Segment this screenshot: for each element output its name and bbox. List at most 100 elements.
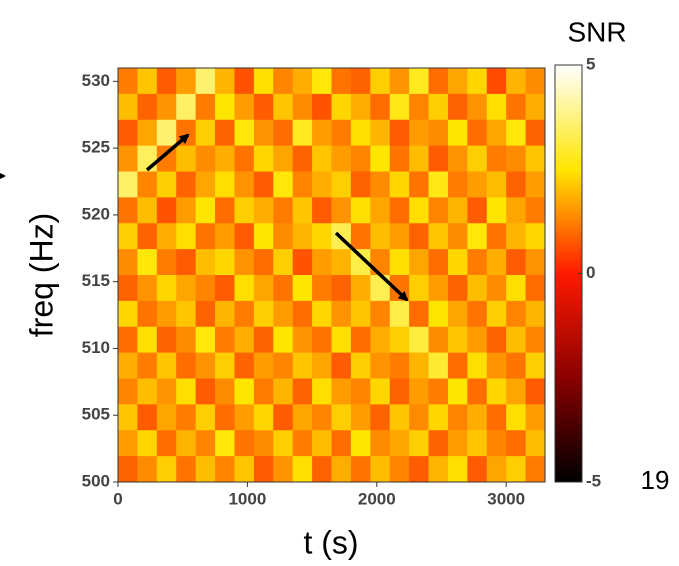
heatmap-cell bbox=[118, 378, 138, 405]
heatmap-cell bbox=[389, 404, 410, 431]
heatmap-cell bbox=[428, 223, 449, 250]
heatmap-cell bbox=[215, 300, 235, 328]
y-tick-label: 525 bbox=[82, 138, 110, 157]
heatmap-cell bbox=[428, 300, 449, 328]
heatmap-cell bbox=[156, 352, 177, 379]
heatmap-cell bbox=[234, 378, 255, 405]
heatmap-cell bbox=[506, 119, 527, 147]
heatmap-cell bbox=[118, 145, 138, 172]
heatmap-cell bbox=[525, 352, 546, 379]
heatmap-cell bbox=[215, 68, 235, 95]
heatmap-cell bbox=[273, 378, 294, 405]
heatmap-cell bbox=[292, 456, 313, 483]
heatmap-cell bbox=[176, 197, 197, 224]
heatmap-cell bbox=[215, 275, 235, 302]
heatmap-cell bbox=[428, 119, 449, 147]
heatmap-cell bbox=[253, 456, 274, 483]
heatmap-cell bbox=[156, 119, 177, 147]
heatmap-cell bbox=[156, 93, 177, 121]
heatmap-cell bbox=[195, 378, 216, 405]
heatmap-cell bbox=[273, 145, 294, 172]
heatmap-cell bbox=[525, 249, 546, 276]
heatmap-cell bbox=[331, 352, 352, 379]
heatmap-cell bbox=[273, 300, 294, 328]
heatmap-cell bbox=[215, 93, 235, 121]
heatmap-cell bbox=[137, 223, 158, 250]
heatmap-cell bbox=[118, 93, 138, 121]
heatmap-cell bbox=[350, 275, 371, 302]
heatmap-cell bbox=[253, 300, 274, 328]
heatmap-cell bbox=[234, 404, 255, 431]
heatmap-cell bbox=[292, 430, 313, 457]
heatmap-cell bbox=[506, 171, 527, 198]
heatmap-cell bbox=[409, 119, 430, 147]
heatmap-cell bbox=[118, 197, 138, 224]
heatmap-cell bbox=[525, 456, 546, 483]
heatmap-cell bbox=[486, 223, 507, 250]
heatmap-cell bbox=[428, 430, 449, 457]
heatmap-cell bbox=[312, 430, 332, 457]
heatmap-cell bbox=[292, 145, 313, 172]
heatmap-cell bbox=[428, 145, 449, 172]
plot-frame bbox=[117, 67, 546, 483]
colorbar-tick-label: 5 bbox=[586, 54, 595, 73]
heatmap-cell bbox=[447, 145, 468, 172]
heatmap-cell bbox=[467, 456, 488, 483]
heatmap-cell bbox=[486, 430, 507, 457]
heatmap-cell bbox=[156, 300, 177, 328]
heatmap-cell bbox=[370, 197, 391, 224]
heatmap-cell bbox=[525, 197, 546, 224]
heatmap-cell bbox=[350, 300, 371, 328]
heatmap-cell bbox=[195, 249, 216, 276]
heatmap-cell bbox=[312, 197, 332, 224]
heatmap-cell bbox=[292, 197, 313, 224]
heatmap-cell bbox=[525, 404, 546, 431]
heatmap-cell bbox=[234, 249, 255, 276]
heatmap-cell bbox=[428, 404, 449, 431]
heatmap-cell bbox=[486, 171, 507, 198]
heatmap-cell bbox=[389, 456, 410, 483]
heatmap-cell bbox=[292, 300, 313, 328]
heatmap-cell bbox=[273, 68, 294, 95]
heatmap-cell bbox=[467, 223, 488, 250]
heatmap-cell bbox=[370, 68, 391, 95]
heatmap-cell bbox=[156, 404, 177, 431]
heatmap-cell bbox=[486, 326, 507, 354]
heatmap-cell bbox=[234, 93, 255, 121]
heatmap-cell bbox=[234, 275, 255, 302]
heatmap-cell bbox=[486, 300, 507, 328]
heatmap-cell bbox=[137, 378, 158, 405]
heatmap-cell bbox=[409, 275, 430, 302]
heatmap-cell bbox=[234, 223, 255, 250]
heatmap-cell bbox=[156, 326, 177, 354]
heatmap-cell bbox=[234, 68, 255, 95]
heatmap-cell bbox=[118, 119, 138, 147]
heatmap-cell bbox=[118, 275, 138, 302]
heatmap-cell bbox=[331, 300, 352, 328]
heatmap-cell bbox=[176, 249, 197, 276]
heatmap-cell bbox=[176, 378, 197, 405]
heatmap-cell bbox=[312, 300, 332, 328]
heatmap-cell bbox=[486, 145, 507, 172]
heatmap-cell bbox=[273, 275, 294, 302]
heatmap-cell bbox=[292, 352, 313, 379]
heatmap-cell bbox=[176, 326, 197, 354]
heatmap-cell bbox=[467, 93, 488, 121]
heatmap-cell bbox=[350, 93, 371, 121]
heatmap-cell bbox=[312, 119, 332, 147]
heatmap-cell bbox=[525, 275, 546, 302]
heatmap-cell bbox=[137, 68, 158, 95]
heatmap-cell bbox=[428, 249, 449, 276]
heatmap-cell bbox=[331, 197, 352, 224]
heatmap-cell bbox=[292, 275, 313, 302]
heatmap-cell bbox=[409, 145, 430, 172]
heatmap-cell bbox=[118, 326, 138, 354]
heatmap-cell bbox=[156, 223, 177, 250]
heatmap-cell bbox=[234, 145, 255, 172]
heatmap-cell bbox=[370, 119, 391, 147]
y-tick-label: 510 bbox=[82, 338, 110, 357]
heatmap-cell bbox=[350, 223, 371, 250]
heatmap-cell bbox=[156, 456, 177, 483]
heatmap-cell bbox=[195, 300, 216, 328]
